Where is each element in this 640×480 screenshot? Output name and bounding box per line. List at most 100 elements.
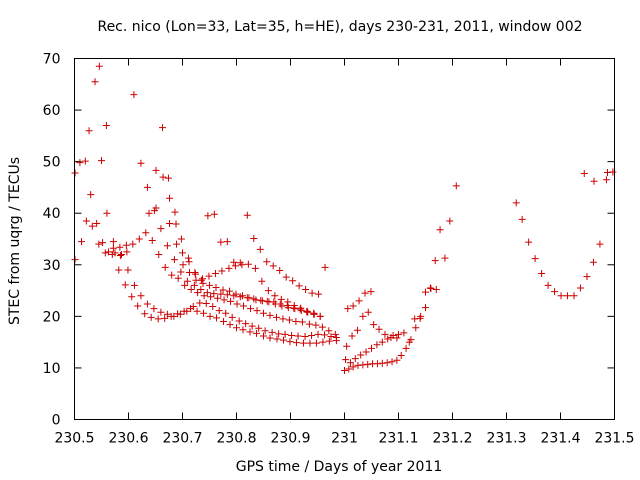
data-point-arc-g-5 [197,276,205,284]
data-point-arc-b-26 [235,317,243,325]
data-point-arc-a-26 [239,326,247,334]
data-point-arc-f-19 [277,295,285,303]
data-point-arc-b-3 [87,191,95,199]
data-point-arc-c-22 [227,297,235,305]
data-point-arc-g-13 [250,234,258,242]
data-point-arc-f-23 [303,307,311,315]
data-point-arc-f-8 [205,272,213,280]
data-point-arc-i-0 [342,356,350,364]
data-point-arc-l-13 [596,240,604,248]
data-point-arc-h-7 [373,360,381,368]
data-point-arc-i-16 [427,285,435,293]
data-point-arc-f-18 [271,292,279,300]
data-point-arc-c-36 [318,323,326,331]
data-point-arc-l-15 [609,168,617,176]
data-point-arc-e-20 [278,302,286,310]
y-tick-label: 50 [43,155,61,171]
data-point-arc-e-24 [304,308,312,316]
data-point-arc-f-22 [297,304,305,312]
data-point-arc-b-21 [202,299,210,307]
data-point-arc-c-18 [200,292,208,300]
data-point-arc-f-25 [316,312,324,320]
data-point-arc-d-24 [257,296,265,304]
data-point-arc-d-17 [210,290,218,298]
data-point-arc-b-39 [321,331,329,339]
data-point-arc-a-20 [200,309,208,317]
data-point-arc-e-19 [271,300,279,308]
data-point-arc-f-1 [159,124,167,132]
data-point-arc-b-37 [308,331,316,339]
data-point-arc-g-18 [282,273,290,281]
data-point-arc-b-17 [176,310,184,318]
data-point-arc-j-9 [393,334,401,342]
data-point-arc-b-20 [196,299,204,307]
data-point-arc-j-7 [381,330,389,338]
data-point-arc-c-37 [325,327,333,335]
data-point-arc-a-8 [121,281,129,289]
data-point-arc-i-13 [411,315,419,323]
data-point-arc-g-12 [243,211,251,219]
data-point-arc-e-14 [238,292,246,300]
data-point-arc-g-21 [302,286,310,294]
data-point-arc-f-15 [251,264,259,272]
data-point-arc-d-13 [183,277,191,285]
data-point-arc-c-2 [98,157,105,165]
data-point-arc-c-38 [331,330,339,338]
data-point-arc-a-37 [312,339,320,347]
y-tick-label: 60 [43,103,61,119]
data-point-arc-d-16 [203,289,211,297]
data-point-arc-h-0 [341,367,348,375]
data-point-arc-a-28 [252,329,260,337]
y-tick-label: 0 [52,413,61,429]
data-point-arc-k-2 [355,297,363,305]
data-point-arc-i-4 [362,348,370,356]
data-point-arc-g-14 [256,245,264,253]
data-point-arc-d-3 [116,252,124,260]
data-point-arc-c-32 [292,318,300,326]
data-point-arc-a-30 [266,334,274,342]
data-point-arc-h-8 [378,359,386,367]
data-point-arc-l-4 [538,270,546,278]
data-point-arc-c-12 [161,263,169,271]
data-point-arc-f-3 [172,220,180,228]
data-point-arc-e-3 [166,220,174,228]
data-point-arc-j-1 [348,332,356,340]
x-tick-label: 230.6 [108,431,148,447]
data-point-arc-a-13 [154,315,162,323]
data-point-arc-b-40 [327,332,335,340]
data-point-arc-l-12 [589,258,597,266]
data-point-arc-h-5 [364,360,372,368]
data-point-arc-c-21 [220,296,228,304]
data-point-arc-c-3 [103,209,111,217]
data-point-arc-c-24 [240,302,248,310]
data-point-arc-h-3 [354,361,362,369]
data-point-arc-b-4 [93,220,101,228]
x-tick-label: 231.1 [378,431,418,447]
data-point-arc-i-15 [422,288,429,296]
data-point-arc-b-15 [163,310,171,318]
data-point-arc-b-12 [143,300,151,308]
data-point-arc-f-4 [179,249,186,257]
data-point-arc-c-14 [174,274,182,282]
data-point-arc-i-14 [416,314,424,322]
data-point-arc-b-28 [248,322,256,330]
x-tick-label: 231.5 [594,431,634,447]
data-point-arc-h-9 [383,359,391,367]
data-point-arc-j-3 [359,312,367,320]
data-point-arc-k-4 [367,288,375,296]
data-point-arc-g-9 [223,238,231,246]
data-point-arc-h-19 [431,257,439,265]
data-point-arc-b-19 [189,303,197,311]
data-point-arc-f-11 [225,264,233,272]
data-point-arc-h-11 [393,356,401,364]
data-point-arc-g-4 [191,269,199,277]
data-point-arc-c-10 [148,237,156,245]
data-point-arc-d-31 [303,308,311,316]
data-point-arc-m-0 [580,170,588,178]
data-point-arc-a-33 [286,338,294,346]
data-point-arc-k-3 [361,289,369,297]
data-point-arc-c-8 [135,235,143,243]
x-tick-label: 230.5 [54,431,94,447]
data-point-arc-g-6 [204,212,212,220]
